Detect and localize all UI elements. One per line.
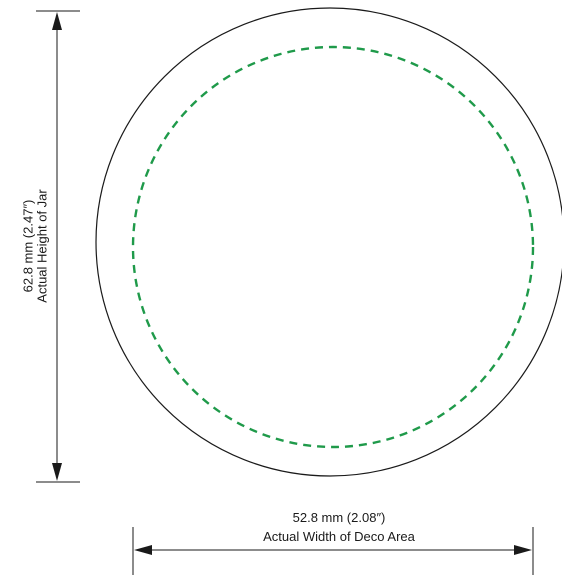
width-caption-label: Actual Width of Deco Area	[263, 529, 416, 544]
jar-outline-circle	[95, 7, 562, 477]
deco-area-dashed-circle	[131, 45, 535, 449]
height-caption-label: Actual Height of Jar	[34, 189, 49, 303]
width-value-label: 52.8 mm (2.08″)	[293, 510, 386, 525]
height-dimension: 62.8 mm (2.47″) Actual Height of Jar	[20, 10, 80, 483]
width-dimension: 52.8 mm (2.08″) Actual Width of Deco Are…	[132, 510, 534, 575]
height-arrow-bottom	[52, 463, 62, 481]
height-value-label: 62.8 mm (2.47″)	[20, 200, 35, 293]
height-arrow-top	[52, 12, 62, 30]
width-arrow-left	[134, 545, 152, 555]
width-arrow-right	[514, 545, 532, 555]
